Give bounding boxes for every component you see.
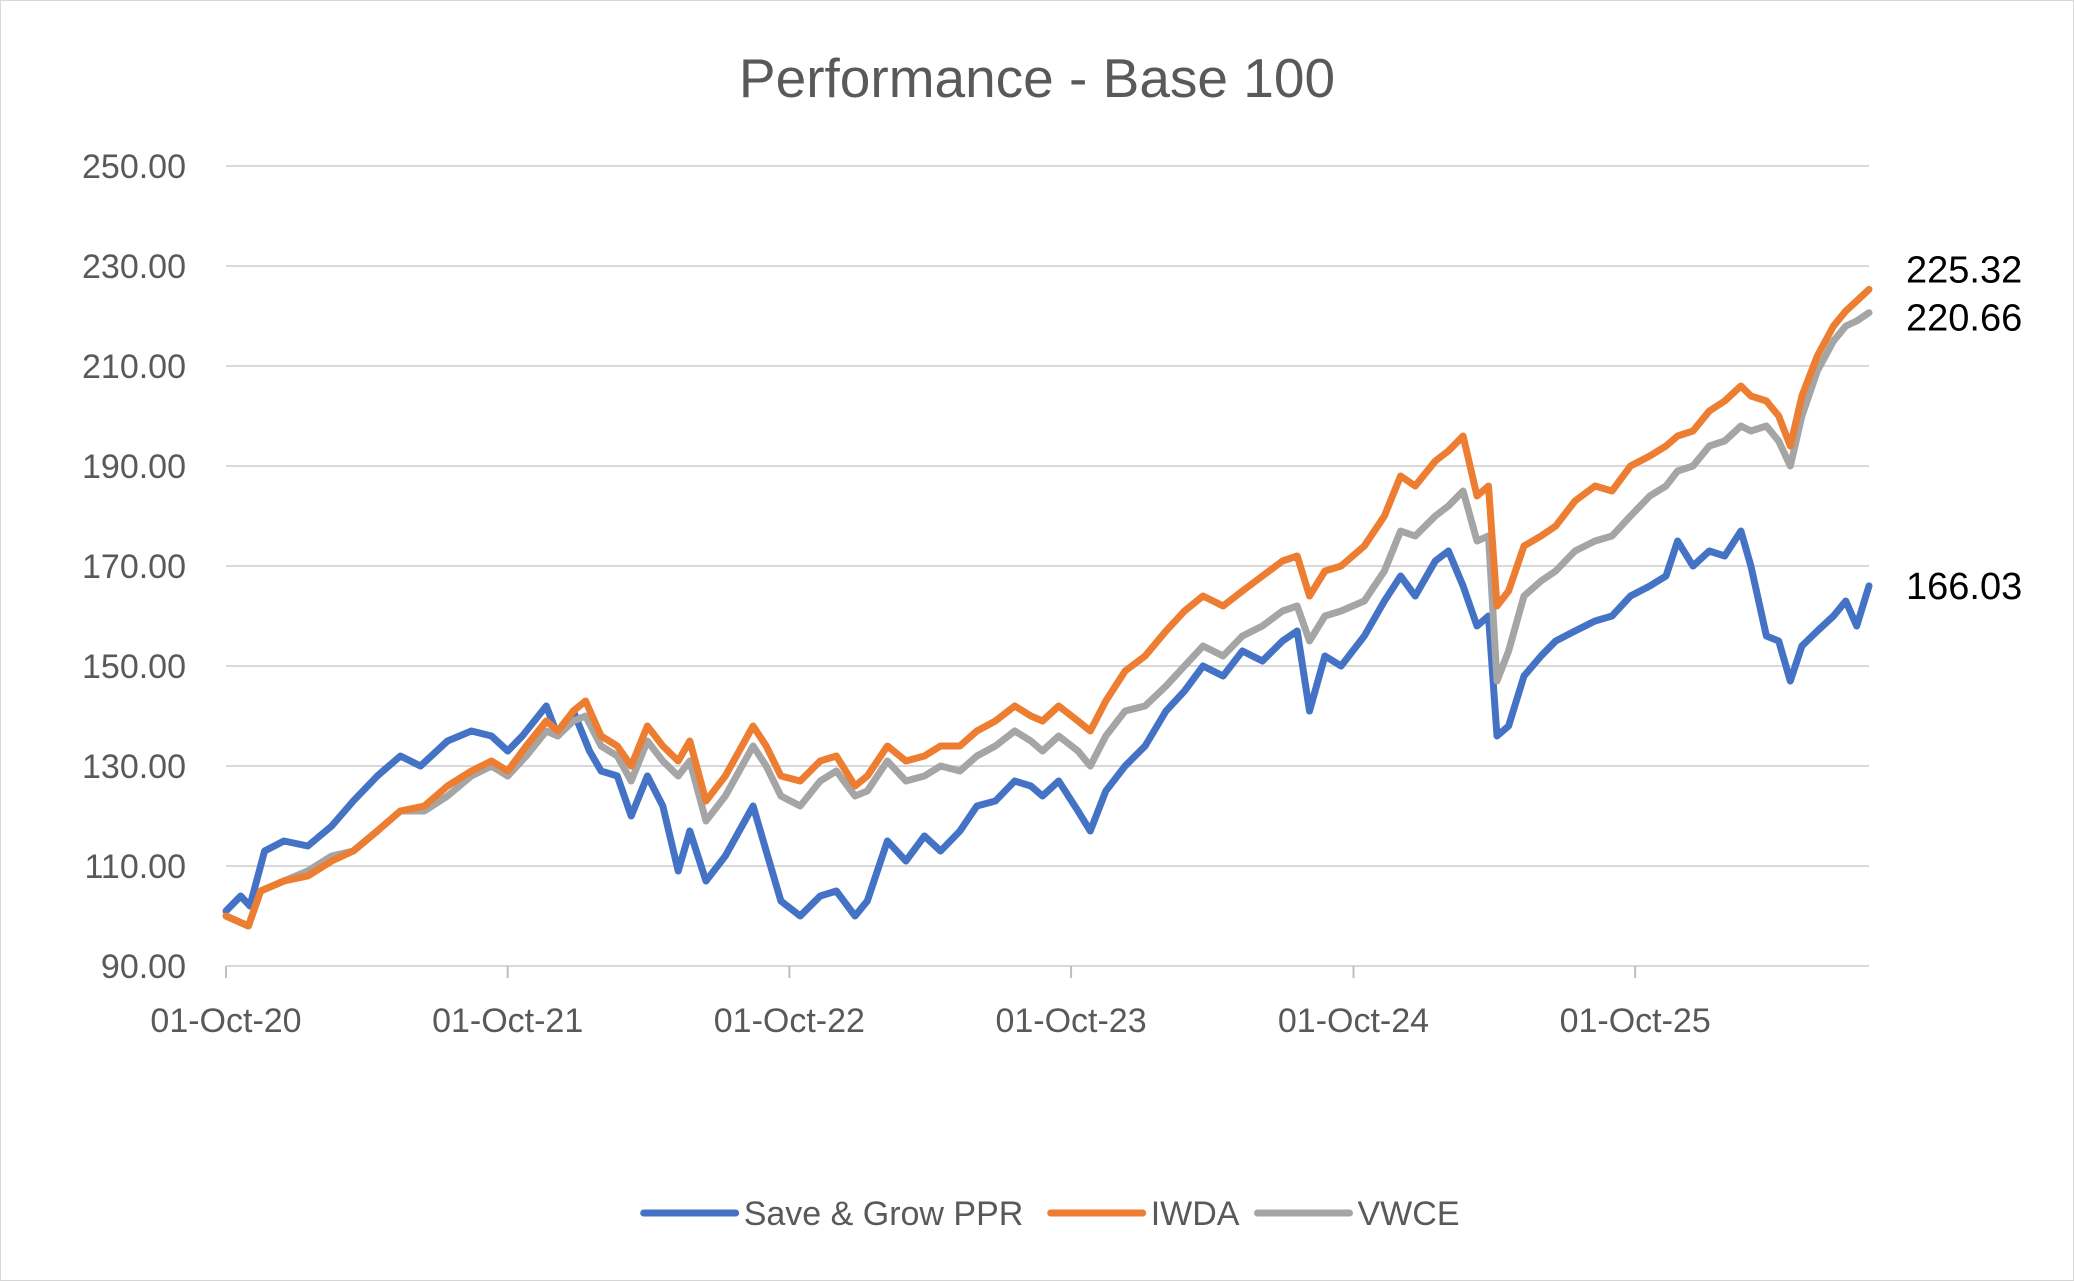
y-tick-label: 110.00 <box>85 848 186 886</box>
series-lines <box>222 285 1873 930</box>
end-value-labels: 225.32 220.66 166.03 <box>1906 249 2022 607</box>
y-tick-label: 230.00 <box>82 248 186 286</box>
x-tick-label: 01-Oct-25 <box>1560 1002 1711 1040</box>
series-line-vwce <box>222 309 1873 930</box>
y-tick-label: 190.00 <box>82 448 186 486</box>
legend-label: IWDA <box>1151 1195 1240 1233</box>
end-value-label: 225.32 <box>1906 249 2022 291</box>
y-tick-label: 170.00 <box>82 548 186 586</box>
legend-label: Save & Grow PPR <box>744 1195 1024 1233</box>
y-tick-label: 250.00 <box>82 148 186 186</box>
y-tick-label: 90.00 <box>101 948 186 986</box>
end-value-label: 220.66 <box>1906 298 2022 340</box>
series-line-save-grow-ppr <box>222 527 1873 920</box>
x-tick-label: 01-Oct-23 <box>995 1002 1146 1040</box>
x-tick-label: 01-Oct-21 <box>432 1002 583 1040</box>
chart-title: Performance - Base 100 <box>739 47 1335 109</box>
y-tick-label: 150.00 <box>82 648 186 686</box>
x-axis: 01-Oct-20 01-Oct-21 01-Oct-22 01-Oct-23 01-O… <box>150 965 1869 1040</box>
end-value-label: 166.03 <box>1906 566 2022 608</box>
legend: Save & Grow PPR IWDA VWCE <box>640 1195 1460 1233</box>
y-axis-ticks: 90.00 110.00 130.00 150.00 170.00 190.00 210.0… <box>82 148 186 986</box>
x-tick-label: 01-Oct-24 <box>1278 1002 1429 1040</box>
x-tick-label: 01-Oct-20 <box>150 1002 301 1040</box>
series-line-iwda <box>222 285 1873 930</box>
y-tick-label: 130.00 <box>82 748 186 786</box>
gridlines <box>226 165 1869 867</box>
y-tick-label: 210.00 <box>82 348 186 386</box>
legend-label: VWCE <box>1358 1195 1460 1233</box>
x-tick-label: 01-Oct-22 <box>714 1002 865 1040</box>
